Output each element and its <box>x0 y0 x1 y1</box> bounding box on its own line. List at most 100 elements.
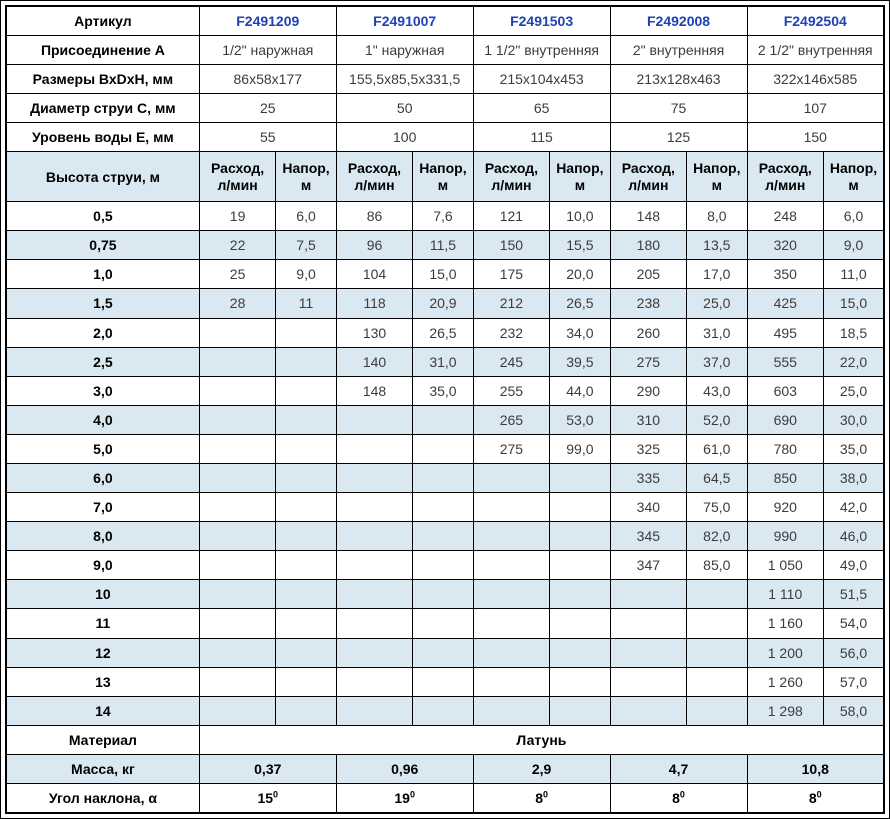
flow-value: 850 <box>746 462 825 494</box>
head-value <box>549 579 611 610</box>
angle-row: Угол наклона, α 150 190 80 80 80 <box>5 783 885 814</box>
flow-value <box>198 695 277 726</box>
article-link[interactable]: F2491503 <box>472 5 611 36</box>
flow-value <box>198 375 277 406</box>
flow-header: Расход, л/мин <box>609 150 688 203</box>
head-value <box>275 346 337 377</box>
head-value <box>549 492 611 523</box>
flow-value: 1 160 <box>746 608 825 639</box>
flow-value <box>335 433 414 464</box>
flow-value: 780 <box>746 433 825 464</box>
flow-value: 96 <box>335 230 414 261</box>
angle-number: 8 <box>535 789 543 806</box>
jet-row: 2,0 130 26,5 232 34,0 260 31,0 495 18,5 <box>5 317 885 348</box>
flow-value: 22 <box>198 230 277 261</box>
connection-value: 2 1/2" внутренняя <box>746 34 885 65</box>
head-value: 17,0 <box>686 259 748 290</box>
jet-height-label: 12 <box>5 637 200 668</box>
flow-value <box>472 550 551 581</box>
head-value: 52,0 <box>686 404 748 435</box>
head-value <box>412 433 474 464</box>
jet-height-label: 13 <box>5 666 200 697</box>
flow-value <box>609 666 688 697</box>
head-value: 54,0 <box>823 608 885 639</box>
jet-diameter-value: 25 <box>198 92 337 123</box>
flow-value: 1 200 <box>746 637 825 668</box>
flow-value <box>198 608 277 639</box>
article-link[interactable]: F2491209 <box>198 5 337 36</box>
head-value: 35,0 <box>823 433 885 464</box>
head-value <box>275 317 337 348</box>
head-value <box>412 404 474 435</box>
head-value <box>549 521 611 552</box>
jet-height-label: 2,0 <box>5 317 200 348</box>
head-value: 43,0 <box>686 375 748 406</box>
water-level-value: 150 <box>746 121 885 152</box>
flow-value <box>609 695 688 726</box>
flow-value: 920 <box>746 492 825 523</box>
angle-degree-sup: 0 <box>409 789 415 800</box>
jet-row: 11 1 160 54,0 <box>5 608 885 639</box>
angle-degree-sup: 0 <box>816 789 822 800</box>
row-label-jet-height: Высота струи, м <box>5 150 200 203</box>
head-value: 31,0 <box>686 317 748 348</box>
flow-value: 121 <box>472 201 551 232</box>
jet-row: 4,0 265 53,0 310 52,0 690 30,0 <box>5 404 885 435</box>
flow-value <box>198 637 277 668</box>
flow-value <box>198 521 277 552</box>
head-value: 57,0 <box>823 666 885 697</box>
flow-value: 990 <box>746 521 825 552</box>
head-value: 99,0 <box>549 433 611 464</box>
flow-value: 205 <box>609 259 688 290</box>
flow-value <box>472 492 551 523</box>
flow-value <box>198 579 277 610</box>
angle-degree-sup: 0 <box>679 789 685 800</box>
head-value: 25,0 <box>823 375 885 406</box>
flow-value: 140 <box>335 346 414 377</box>
angle-degree-sup: 0 <box>273 789 279 800</box>
head-header: Напор, м <box>823 150 885 203</box>
head-value: 15,5 <box>549 230 611 261</box>
head-value <box>686 637 748 668</box>
flow-value: 265 <box>472 404 551 435</box>
head-value: 6,0 <box>275 201 337 232</box>
angle-number: 8 <box>808 789 817 806</box>
head-value <box>549 666 611 697</box>
jet-row: 5,0 275 99,0 325 61,0 780 35,0 <box>5 433 885 464</box>
article-link[interactable]: F2491007 <box>335 5 474 36</box>
flow-value: 104 <box>335 259 414 290</box>
flow-value: 347 <box>609 550 688 581</box>
flow-value: 212 <box>472 288 551 319</box>
dimensions-value: 215x104x453 <box>472 63 611 94</box>
flow-value: 248 <box>746 201 825 232</box>
dimensions-value: 213x128x463 <box>609 63 748 94</box>
row-label-mass: Масса, кг <box>5 753 200 785</box>
article-link[interactable]: F2492008 <box>609 5 748 36</box>
angle-number: 19 <box>394 789 410 806</box>
head-value <box>275 666 337 697</box>
article-link[interactable]: F2492504 <box>746 5 885 36</box>
flow-value: 180 <box>609 230 688 261</box>
jet-height-label: 4,0 <box>5 404 200 435</box>
head-value <box>412 492 474 523</box>
head-value: 51,5 <box>823 579 885 610</box>
flow-value: 148 <box>609 201 688 232</box>
head-value: 64,5 <box>686 462 748 494</box>
head-value: 61,0 <box>686 433 748 464</box>
head-value: 20,9 <box>412 288 474 319</box>
jet-height-label: 6,0 <box>5 462 200 494</box>
head-value <box>275 492 337 523</box>
flow-value: 175 <box>472 259 551 290</box>
head-value <box>412 550 474 581</box>
header-row-jet-diameter: Диаметр струи С, мм 25 50 65 75 107 <box>5 92 885 123</box>
head-value: 15,0 <box>412 259 474 290</box>
flow-value <box>198 492 277 523</box>
jet-row: 10 1 110 51,5 <box>5 579 885 610</box>
flow-value <box>335 462 414 494</box>
flow-value <box>335 695 414 726</box>
flow-value <box>472 579 551 610</box>
head-value <box>275 375 337 406</box>
head-value <box>412 579 474 610</box>
flow-value <box>198 346 277 377</box>
head-value: 7,6 <box>412 201 474 232</box>
